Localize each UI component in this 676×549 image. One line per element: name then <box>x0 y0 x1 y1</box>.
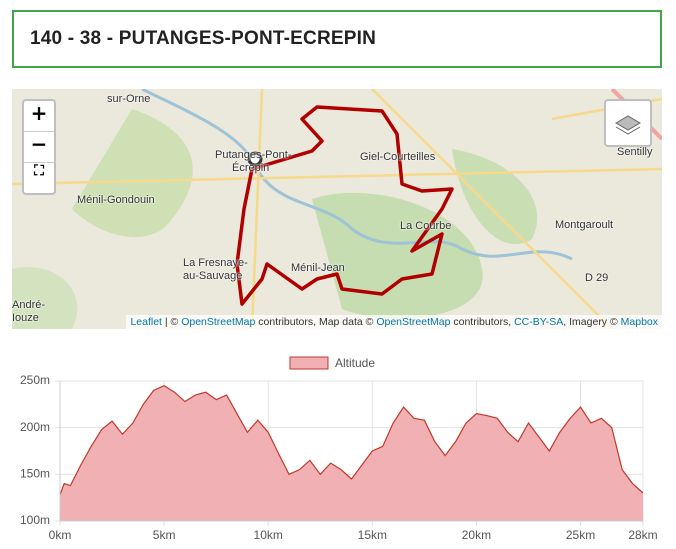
attribution-text: contributors, <box>450 316 515 328</box>
map-tiles <box>12 89 662 329</box>
legend-swatch <box>289 356 329 370</box>
fullscreen[interactable]: ⛶ <box>34 163 44 179</box>
place-label: Putanges-Pont- <box>215 149 292 161</box>
attribution-text: , Imagery © <box>563 316 621 328</box>
altitude-line <box>59 384 644 496</box>
place-label: Ménil-Jean <box>291 262 345 274</box>
altitude-chart: 100m 150m 200m 250m 0km 5km 10km 15km 20km 25km 28… <box>20 356 658 542</box>
place-label: Iouze <box>12 312 39 324</box>
legend-label: Altitude <box>335 356 375 370</box>
place-label: Ménil-Gondouin <box>77 194 155 206</box>
map[interactable]: + − ⛶ Leaflet | © OpenStreetMap contribu… <box>12 89 662 329</box>
zoom-in[interactable]: + <box>24 101 54 132</box>
title: 140 - 38 - Putanges-Pont-Ecrepin <box>30 28 377 49</box>
place-label: au-Sauvage <box>183 270 243 282</box>
attribution-text: | © <box>161 316 182 328</box>
place-label: La Courbe <box>400 220 452 232</box>
x-tick-label: 15km <box>358 528 387 542</box>
altitude-area <box>60 385 643 521</box>
x-tick-label: 20km <box>462 528 491 542</box>
place-label: D 29 <box>585 272 609 284</box>
zoom-control[interactable]: + − ⛶ <box>22 99 56 195</box>
attribution-link[interactable]: OpenStreetMap <box>376 316 451 328</box>
y-tick-label: 100m <box>20 513 50 527</box>
zoom-out[interactable]: − <box>24 132 54 163</box>
layers-control[interactable] <box>604 99 652 147</box>
attribution-link[interactable]: Mapbox <box>620 316 658 328</box>
x-tick-label: 10km <box>254 528 283 542</box>
place-label: André- <box>12 299 46 311</box>
place-label: sur-Orne <box>107 93 151 105</box>
place-label: Écrepin <box>232 162 270 174</box>
y-tick-label: 150m <box>20 467 50 481</box>
y-tick-label: 200m <box>20 420 50 434</box>
place-label: Sentilly <box>617 146 653 158</box>
x-tick-label: 25km <box>566 528 595 542</box>
place-label: Giel-Courteilles <box>360 151 436 163</box>
attribution-text: contributors, Map data © <box>255 316 377 328</box>
x-tick-label: 28km <box>628 528 657 542</box>
attribution: Leaflet | © OpenStreetMap contributors, … <box>126 315 662 329</box>
attribution-link[interactable]: Leaflet <box>130 316 162 328</box>
attribution-link[interactable]: CC-BY-SA <box>514 316 564 328</box>
x-tick-label: 0km <box>49 528 72 542</box>
header: 140 - 38 - Putanges-Pont-Ecrepin <box>12 10 662 68</box>
place-label: Montgaroult <box>555 219 614 231</box>
x-tick-label: 5km <box>153 528 176 542</box>
attribution-link[interactable]: OpenStreetMap <box>181 316 256 328</box>
y-tick-label: 250m <box>20 373 50 387</box>
place-label: La Fresnaye- <box>183 257 248 269</box>
